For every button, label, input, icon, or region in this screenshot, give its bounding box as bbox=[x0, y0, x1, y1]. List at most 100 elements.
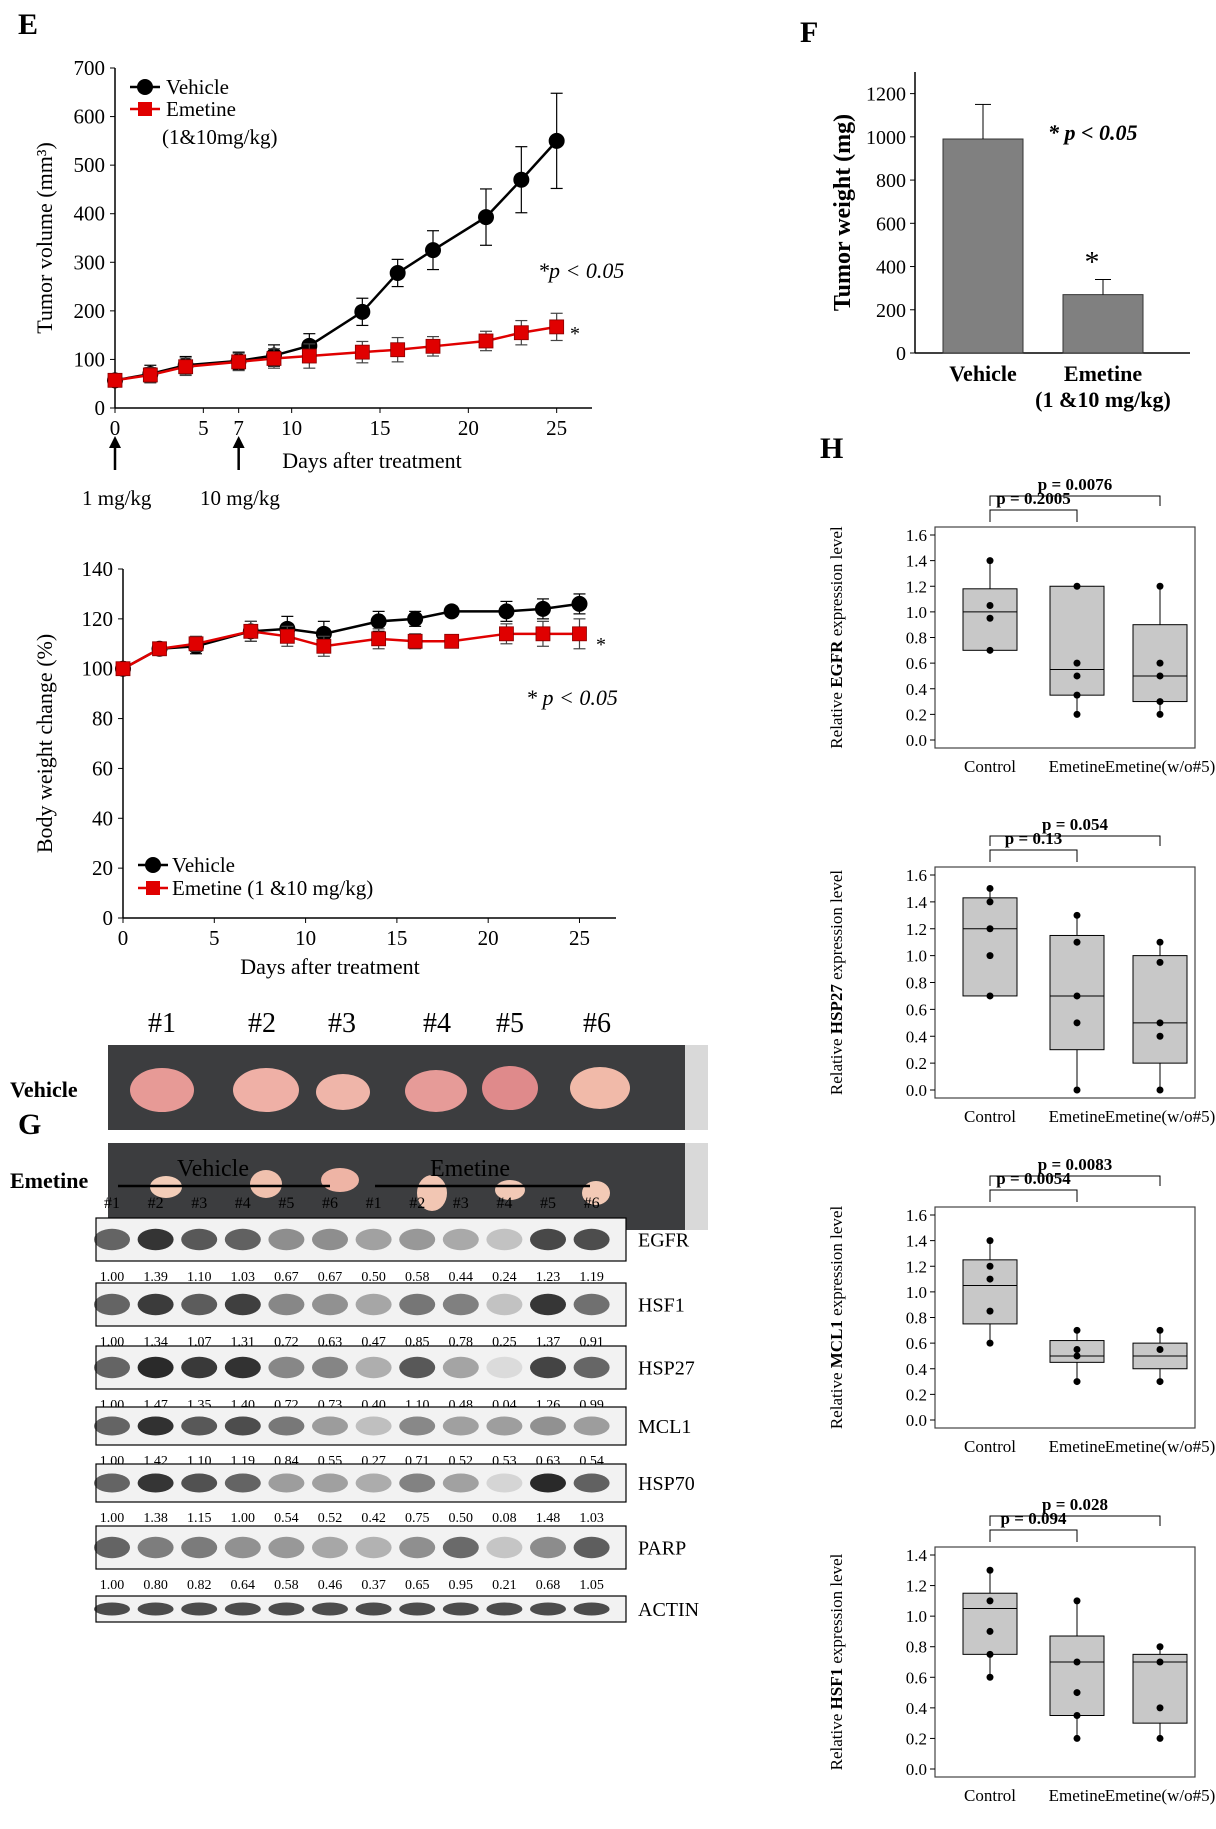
blot-band bbox=[442, 1356, 479, 1379]
data-point bbox=[142, 367, 158, 383]
blot-band bbox=[486, 1602, 523, 1616]
data-point bbox=[986, 614, 994, 622]
data-point bbox=[390, 342, 406, 358]
blot-band bbox=[355, 1356, 392, 1379]
blot-band bbox=[181, 1416, 218, 1436]
category-label: Emetine(w/o#5) bbox=[1105, 757, 1215, 776]
blot-band bbox=[268, 1416, 305, 1436]
blot-band bbox=[224, 1228, 261, 1251]
blot-band bbox=[137, 1473, 174, 1493]
data-point bbox=[1073, 582, 1081, 590]
y-tick-label: 1200 bbox=[866, 84, 906, 106]
y-tick-label: 0.6 bbox=[906, 1668, 927, 1687]
y-tick-label: 0.8 bbox=[906, 629, 927, 648]
legend-marker-vehicle bbox=[137, 79, 153, 95]
x-tick-label: 0 bbox=[118, 926, 129, 950]
y-tick-label: 1.6 bbox=[906, 526, 927, 545]
band-value: 0.95 bbox=[449, 1578, 474, 1593]
data-point bbox=[1073, 710, 1081, 718]
data-point bbox=[279, 628, 295, 644]
legend-label-vehicle: Vehicle bbox=[172, 853, 235, 877]
panel-letter-f: F bbox=[800, 16, 819, 49]
y-label-gene: HSP27 bbox=[827, 984, 846, 1035]
y-tick-label: 1.2 bbox=[906, 577, 927, 596]
band-value: 1.00 bbox=[100, 1511, 125, 1526]
blot-label-hsp27: HSP27 bbox=[638, 1358, 695, 1380]
y-tick-label: 200 bbox=[876, 300, 906, 322]
blot-band bbox=[94, 1356, 130, 1379]
blot-band bbox=[530, 1602, 566, 1616]
bar bbox=[942, 138, 1024, 354]
blot-band bbox=[137, 1602, 174, 1616]
data-point bbox=[986, 898, 994, 906]
dose-label: 1 mg/kg bbox=[82, 486, 152, 510]
data-point bbox=[1156, 1658, 1164, 1666]
y-tick-label: 0.0 bbox=[906, 1081, 927, 1100]
data-point bbox=[478, 333, 494, 349]
band-value: 0.42 bbox=[361, 1511, 386, 1526]
data-point bbox=[1073, 1658, 1081, 1666]
data-point bbox=[266, 351, 282, 366]
blot-band bbox=[268, 1602, 305, 1616]
y-label-gene: HSF1 bbox=[827, 1668, 846, 1710]
y-tick-label: 1000 bbox=[866, 127, 906, 149]
band-value: 0.44 bbox=[449, 1270, 474, 1285]
y-tick-label: 1.0 bbox=[906, 603, 927, 622]
blot-band bbox=[486, 1293, 523, 1316]
data-point bbox=[1073, 992, 1081, 1000]
blot-band bbox=[181, 1473, 218, 1493]
category-label: Control bbox=[964, 1107, 1016, 1126]
data-point bbox=[315, 625, 332, 642]
blot-band bbox=[94, 1473, 130, 1493]
band-value: 1.00 bbox=[231, 1511, 256, 1526]
dose-label: 10 mg/kg bbox=[200, 486, 280, 510]
blot-band bbox=[573, 1473, 610, 1493]
tumor-weight-chart: 0 200 400 600 800 1000 1200 Tumor weight (mg) Ve… bbox=[830, 72, 1190, 412]
significance-star: * bbox=[570, 323, 580, 345]
y-tick-label: 0.8 bbox=[906, 1638, 927, 1657]
vehicle-tumor-1 bbox=[130, 1068, 194, 1112]
band-value: 0.82 bbox=[187, 1578, 212, 1593]
blot-band bbox=[312, 1602, 348, 1616]
comparison-bracket bbox=[989, 509, 1078, 522]
x-tick-label: 7 bbox=[233, 416, 244, 440]
band-value: 1.23 bbox=[536, 1270, 561, 1285]
blot-band bbox=[442, 1228, 479, 1251]
blot-band bbox=[224, 1416, 261, 1436]
blot-band bbox=[94, 1228, 130, 1251]
y-label-pre: Relative bbox=[827, 1034, 846, 1095]
data-point bbox=[371, 631, 387, 647]
y-tick-label: 20 bbox=[92, 856, 113, 880]
y-tick-label: 1.4 bbox=[906, 1232, 928, 1251]
legend-marker-emetine bbox=[138, 102, 152, 116]
y-label-pre: Relative bbox=[827, 1709, 846, 1770]
emetine-tumor-4 bbox=[417, 1175, 447, 1211]
blot-band bbox=[355, 1473, 392, 1493]
data-point bbox=[1156, 1019, 1164, 1027]
y-tick-label: 0.2 bbox=[906, 705, 927, 724]
blot-band bbox=[530, 1416, 566, 1436]
y-tick-label: 0.4 bbox=[906, 1360, 928, 1379]
data-point bbox=[1073, 1346, 1081, 1354]
y-tick-label: 100 bbox=[74, 347, 106, 371]
x-tick-label: 10 bbox=[281, 416, 302, 440]
y-tick-label: 500 bbox=[74, 153, 106, 177]
group-label-emetine: Emetine bbox=[430, 1156, 510, 1182]
y-tick-label: 300 bbox=[74, 250, 106, 274]
comparison-bracket bbox=[989, 1175, 1161, 1186]
y-tick-label: 0.2 bbox=[906, 1729, 927, 1748]
blot-band bbox=[94, 1536, 130, 1559]
y-tick-label: 0.2 bbox=[906, 1054, 927, 1073]
y-tick-label: 400 bbox=[74, 202, 106, 226]
data-point bbox=[107, 372, 123, 388]
data-point bbox=[243, 623, 259, 639]
data-point bbox=[425, 242, 441, 259]
blot-band bbox=[442, 1536, 479, 1559]
data-point bbox=[301, 348, 317, 364]
blot-band bbox=[224, 1293, 261, 1316]
data-point bbox=[1073, 1086, 1081, 1094]
band-value: 1.00 bbox=[100, 1578, 125, 1593]
blot-band bbox=[530, 1293, 566, 1316]
lane-label: #3 bbox=[191, 1195, 207, 1212]
comparison-label: p = 0.0076 bbox=[1038, 475, 1112, 494]
